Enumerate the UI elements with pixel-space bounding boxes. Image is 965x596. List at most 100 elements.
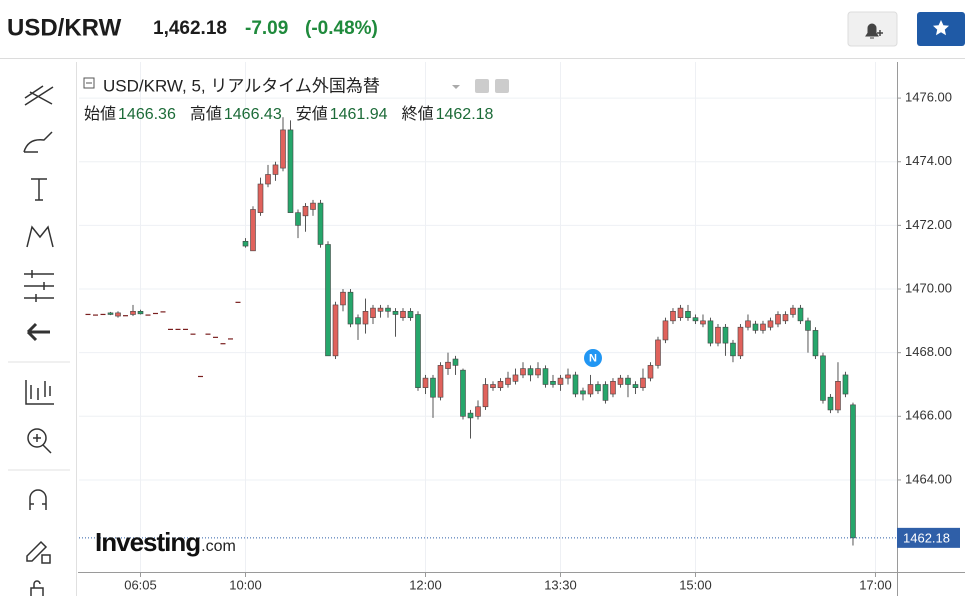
candle [767, 317, 774, 331]
candle-body [347, 291, 354, 325]
candle-body [812, 330, 819, 357]
candle [460, 368, 466, 420]
x-tick-label: 10:00 [229, 577, 262, 592]
candle-body [205, 333, 211, 335]
collapse-icon[interactable] [83, 77, 95, 89]
tool-lock-draw[interactable] [26, 540, 51, 564]
candle-body [827, 396, 834, 411]
candle [850, 402, 856, 546]
candle-body [490, 384, 496, 388]
x-tick-label: 06:05 [124, 577, 157, 592]
candle-body [137, 310, 144, 315]
candle [655, 336, 661, 369]
candle-body [730, 342, 736, 357]
candle-body [640, 377, 646, 388]
candle [107, 311, 114, 316]
tool-measure[interactable] [24, 270, 54, 302]
candle [835, 362, 841, 414]
watchlist-button[interactable] [917, 12, 965, 46]
candle-body [152, 312, 158, 315]
candle [437, 362, 444, 401]
candle-body [722, 326, 729, 344]
tool-back[interactable] [26, 322, 50, 342]
candle-body [505, 377, 511, 385]
candle [760, 320, 766, 334]
candle [475, 400, 481, 420]
candle [790, 304, 796, 318]
candle-body [100, 313, 106, 316]
candle [85, 313, 91, 316]
plot-area: 1464.00 1466.00 1468.00 1470.00 1472.00 1474.… [78, 62, 965, 596]
candle-body [377, 307, 384, 312]
candle [497, 378, 504, 391]
candle-body [662, 320, 669, 341]
y-tick-label: 1464.00 [905, 471, 952, 486]
candle-body [497, 381, 504, 388]
candle-body [212, 336, 218, 338]
eye-icon[interactable] [475, 79, 489, 93]
candle-body [242, 240, 249, 247]
tool-zoom[interactable] [27, 428, 47, 448]
candle-body [295, 212, 301, 226]
alert-button[interactable] [847, 11, 898, 47]
candle [452, 355, 459, 375]
candle-body [542, 368, 549, 385]
title-dropdown[interactable] [452, 85, 460, 89]
candle-body [175, 328, 181, 330]
candle-body [707, 320, 714, 344]
last-price-tag [897, 527, 960, 548]
candle [640, 368, 646, 391]
tool-indicators[interactable] [25, 380, 54, 405]
candle [445, 352, 451, 375]
y-tick-label: 1468.00 [905, 344, 952, 359]
tool-lines[interactable] [24, 85, 54, 106]
candle [467, 409, 474, 439]
candle [550, 374, 556, 388]
change: -7.09 [245, 18, 288, 39]
candle-body [287, 129, 294, 213]
change-pct: (-0.48%) [305, 18, 378, 39]
candle [535, 362, 541, 379]
toolbar [8, 85, 70, 596]
tool-brush[interactable] [23, 131, 53, 153]
y-tick-label: 1466.00 [905, 408, 952, 423]
candle [505, 371, 511, 388]
candle [182, 328, 188, 330]
candle-body [482, 384, 489, 408]
tool-text[interactable] [31, 178, 47, 201]
candle [730, 339, 736, 363]
candle [167, 328, 173, 330]
candle-body [737, 326, 744, 357]
candle [587, 374, 594, 398]
candle-body [550, 381, 556, 385]
candle [677, 304, 684, 321]
candle-body [227, 338, 233, 340]
candle [797, 304, 804, 325]
candle [632, 381, 639, 395]
star-icon [933, 20, 949, 36]
candle [370, 304, 376, 325]
settings-icon[interactable] [495, 79, 509, 93]
tool-pattern[interactable] [26, 225, 54, 248]
tool-lock[interactable] [30, 580, 44, 596]
candle [317, 199, 324, 248]
candle [610, 378, 616, 398]
tool-magnet[interactable] [29, 489, 47, 510]
candle [827, 394, 834, 414]
candle-body [782, 314, 789, 322]
candle-body [302, 205, 309, 217]
candle-body [407, 310, 414, 318]
news-marker[interactable] [584, 349, 602, 367]
candle [355, 314, 361, 340]
candle [190, 333, 196, 335]
candle [302, 203, 309, 232]
candle [805, 317, 811, 353]
candle [430, 374, 436, 418]
candle-body [430, 377, 436, 398]
candle-body [647, 365, 654, 379]
candle [227, 338, 233, 340]
candle-body [632, 384, 639, 388]
candle-body [197, 375, 203, 378]
candle [700, 314, 706, 328]
